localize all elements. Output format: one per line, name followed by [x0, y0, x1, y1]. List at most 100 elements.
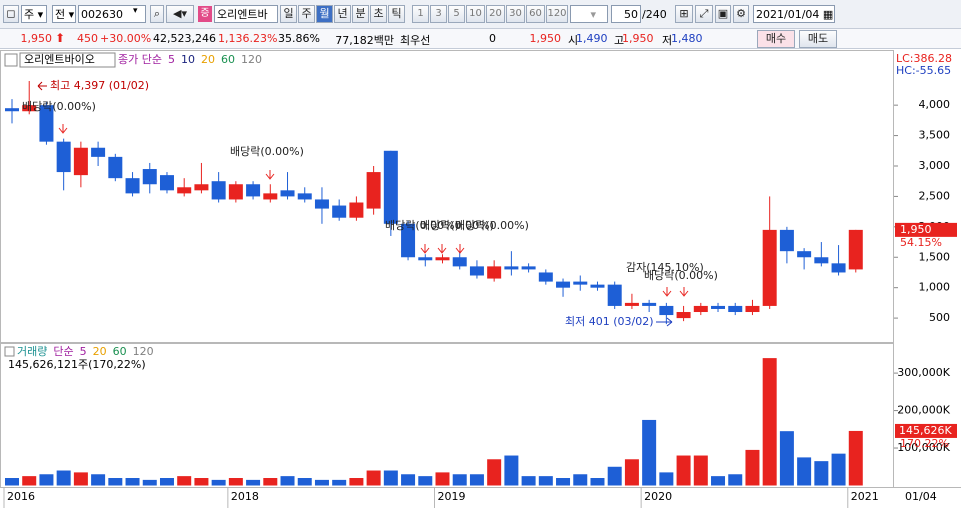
event-arrow: [662, 287, 672, 297]
tab[interactable]: [19, 52, 116, 68]
volume-bar: [383, 470, 398, 486]
candle-body: [469, 266, 484, 276]
hc-label: HC:-55.65: [896, 64, 951, 77]
volume-bar: [452, 474, 467, 486]
unit-button[interactable]: 월: [316, 5, 333, 23]
step-button[interactable]: 10: [466, 5, 485, 23]
volume-bar: [762, 358, 777, 486]
tool-button[interactable]: ⤢: [695, 5, 713, 23]
name-box: 오리엔트바: [214, 5, 278, 23]
volume-legend-item: 120: [133, 345, 154, 358]
volume-legend-item: 60: [113, 345, 127, 358]
step-button[interactable]: 5: [448, 5, 465, 23]
step-button[interactable]: 30: [506, 5, 525, 23]
candle-body: [332, 205, 347, 218]
annotation: 최저 401 (03/02): [565, 315, 654, 328]
count: 50: [624, 8, 638, 21]
high-label: 고: [614, 34, 625, 47]
unit-button[interactable]: 년: [334, 5, 351, 23]
candle-body: [711, 305, 726, 309]
volume-bar: [125, 478, 140, 486]
candle-body: [521, 266, 536, 270]
candle-body: [607, 284, 622, 306]
unit-button[interactable]: 초: [370, 5, 387, 23]
step-button[interactable]: 120: [546, 5, 568, 23]
y-tick-label: 3,500: [919, 129, 951, 142]
date: 2021/01/04: [756, 8, 820, 21]
unit-button[interactable]: 주: [298, 5, 315, 23]
menu-button[interactable]: ◻: [3, 5, 19, 23]
code-input[interactable]: 002630: [78, 5, 146, 23]
candle-body: [91, 147, 106, 157]
volume-bar: [642, 419, 657, 486]
step-button[interactable]: 3: [430, 5, 447, 23]
unit-button[interactable]: 분: [352, 5, 369, 23]
volume-bar: [418, 476, 433, 486]
candle-body: [142, 169, 157, 185]
count-input[interactable]: 50: [611, 5, 641, 23]
date-input[interactable]: 2021/01/04 ▦: [753, 5, 835, 23]
tab-icon[interactable]: [4, 53, 18, 67]
sound-button[interactable]: ◀▾: [166, 5, 194, 23]
candle-body: [487, 266, 502, 279]
candle-body: [452, 257, 467, 267]
volume-bar: [693, 455, 708, 486]
volume-bar: [159, 478, 174, 486]
prev-select[interactable]: 전 ▾: [52, 5, 76, 23]
candle-body: [366, 172, 381, 209]
volume-bar: [659, 472, 674, 486]
buy-button[interactable]: 매수: [757, 30, 795, 48]
sell-button[interactable]: 매도: [799, 30, 837, 48]
legend-item: 5: [168, 53, 175, 66]
step-select[interactable]: ▾: [570, 5, 608, 23]
volume-bar: [401, 474, 416, 486]
event-arrow: [58, 124, 68, 134]
save-button[interactable]: ▣: [715, 5, 731, 23]
date-label: 01/04: [905, 490, 937, 503]
settings-button[interactable]: ⚙: [733, 5, 749, 23]
low-label: 저: [662, 34, 673, 47]
volume-y-tick-label: 200,000K: [897, 404, 950, 417]
turnover: 35.86%: [278, 32, 320, 45]
candle-body: [573, 281, 588, 285]
unit-button[interactable]: 틱: [388, 5, 405, 23]
step-button[interactable]: 60: [526, 5, 545, 23]
period-select[interactable]: 주 ▾: [21, 5, 47, 23]
code-dropdown[interactable]: ▾: [133, 6, 138, 16]
code: 002630: [81, 8, 123, 21]
search-button[interactable]: ⌕: [150, 5, 164, 23]
volume-bar: [831, 453, 846, 486]
high: 1,950: [622, 32, 654, 45]
candle-body: [797, 251, 812, 258]
event-arrow: [265, 170, 275, 180]
best-label: 최우선: [400, 34, 431, 47]
annotation: 배당락(0.00%): [385, 219, 459, 232]
annotation: 감자(145.10%): [626, 261, 704, 274]
volume-bar: [91, 474, 106, 486]
candle-body: [762, 229, 777, 306]
volume-bar: [366, 470, 381, 486]
stock-name: 오리엔트바: [217, 8, 268, 21]
tool-button[interactable]: ⊞: [675, 5, 693, 23]
volume-bar: [314, 479, 329, 486]
event-arrow: [420, 244, 430, 254]
candle-body: [624, 302, 639, 306]
legend-item: 종가 단순: [118, 53, 162, 66]
annotation: 배당락(0.00%): [230, 145, 304, 158]
event-arrow: [437, 244, 447, 254]
volume-bar: [469, 474, 484, 486]
volume: 42,523,246: [153, 32, 216, 45]
candle-body: [676, 312, 691, 319]
unit-button[interactable]: 일: [280, 5, 297, 23]
candle-body: [831, 263, 846, 273]
step-button[interactable]: 1: [412, 5, 429, 23]
x-tick-label: 2020: [644, 490, 672, 503]
price-panel: [0, 50, 894, 343]
candle-body: [314, 199, 329, 209]
step-button[interactable]: 20: [486, 5, 505, 23]
volume-bar: [504, 455, 519, 486]
volume-bar: [521, 476, 536, 486]
price: 1,950: [20, 32, 53, 45]
